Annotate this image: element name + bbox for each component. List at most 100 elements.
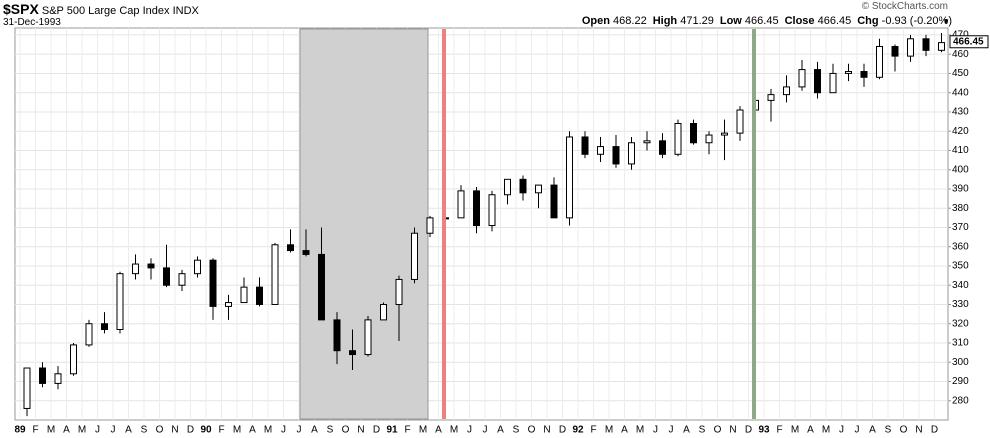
x-tick-label: 93 [758,425,770,436]
candle-body [767,94,775,101]
x-tick-label: F [32,425,38,436]
candle-body [411,232,418,280]
x-tick-label: A [435,425,442,436]
x-tick-label: J [467,425,472,436]
x-tick-label: J [653,425,658,436]
candle-body [318,253,325,321]
exchange: INDX [172,5,199,17]
candle-body [395,278,403,305]
x-tick-label: A [683,425,690,436]
x-tick-label: O [156,425,164,436]
x-tick-label: S [513,425,520,436]
date: 31-Dec-1993 [3,17,61,28]
y-tick-label: 320 [952,318,969,329]
y-tick-label: 430 [952,107,969,118]
candle-body [380,303,387,321]
x-tick-label: 89 [14,425,26,436]
candle-body [659,140,666,155]
quote: Open 468.22 High 471.29 Low 466.45 Close 46… [576,15,952,27]
candle-body [612,146,620,165]
candle-body [597,146,604,155]
index-name: S&P 500 Large Cap Index [41,5,170,17]
candle-body [705,134,713,144]
x-tick-label: S [327,425,334,436]
candle-body [845,71,852,74]
x-tick-label: M [47,425,55,436]
candle-body [116,273,124,331]
last-value-box [949,35,989,49]
candle-body [54,373,62,384]
x-tick-label: F [404,425,410,436]
x-tick-label: F [218,425,224,436]
candle-body [457,190,465,219]
candle-body [302,250,310,255]
candle-body [287,244,294,252]
candle-body [101,323,108,331]
x-tick-label: M [450,425,458,436]
candle-body [163,267,170,286]
x-tick-label: J [483,425,488,436]
candle-body [938,42,945,51]
candle-body [829,72,837,94]
x-tick-label: D [931,425,938,436]
candle-body [643,140,651,144]
x-tick-label: J [855,425,860,436]
y-tick-label: 350 [952,261,969,272]
x-tick-label: N [543,425,550,436]
candle-body [690,122,697,144]
x-tick-label: J [839,425,844,436]
y-tick-label: 470 [952,30,969,41]
red-marker [442,29,446,419]
candle-body [550,184,558,219]
copyright: © StockCharts.com [861,1,948,12]
candle-body [891,45,899,57]
candle-body [147,263,155,269]
quote-label: Chg [857,15,879,27]
x-tick-label: O [528,425,536,436]
candle-body [783,86,790,96]
shaded-period [299,28,429,420]
quote-value: 468.22 [610,15,647,27]
x-tick-label: 90 [200,425,212,436]
x-tick-label: M [791,425,799,436]
y-tick-label: 400 [952,164,969,175]
x-tick-label: N [729,425,736,436]
candle-body [566,136,573,219]
candle-body [535,184,542,194]
x-tick-label: M [822,425,830,436]
x-tick-label: A [63,425,70,436]
y-tick-label: 380 [952,203,969,214]
x-tick-label: N [915,425,922,436]
candle-body [876,45,883,78]
candle-body [628,142,635,165]
x-tick-label: A [497,425,504,436]
y-tick-label: 420 [952,126,969,137]
x-tick-label: J [669,425,674,436]
candle-body [907,38,914,57]
candle-body [349,350,356,356]
y-tick-label: 290 [952,376,969,387]
x-tick-label: M [264,425,272,436]
x-tick-label: F [590,425,596,436]
y-tick-label: 280 [952,395,969,406]
x-tick-label: D [559,425,566,436]
candle-body [132,263,139,275]
x-tick-label: O [342,425,350,436]
candle-body [519,178,527,194]
candle-body [504,178,511,196]
candle-body [85,323,93,346]
y-tick-label: 370 [952,222,969,233]
last-value-label: 466.45 [953,36,984,47]
x-tick-label: O [714,425,722,436]
x-tick-label: J [111,425,116,436]
quote-value: -0.93 (-0.20%) [878,15,952,27]
candle-body [271,244,279,305]
quote-label: Low [719,15,742,27]
dropdown-arrow[interactable]: ▼ [942,17,950,26]
x-tick-label: A [621,425,628,436]
x-tick-label: M [233,425,241,436]
candle-body [240,286,248,304]
x-tick-label: M [636,425,644,436]
quote-value: 466.45 [814,15,852,27]
